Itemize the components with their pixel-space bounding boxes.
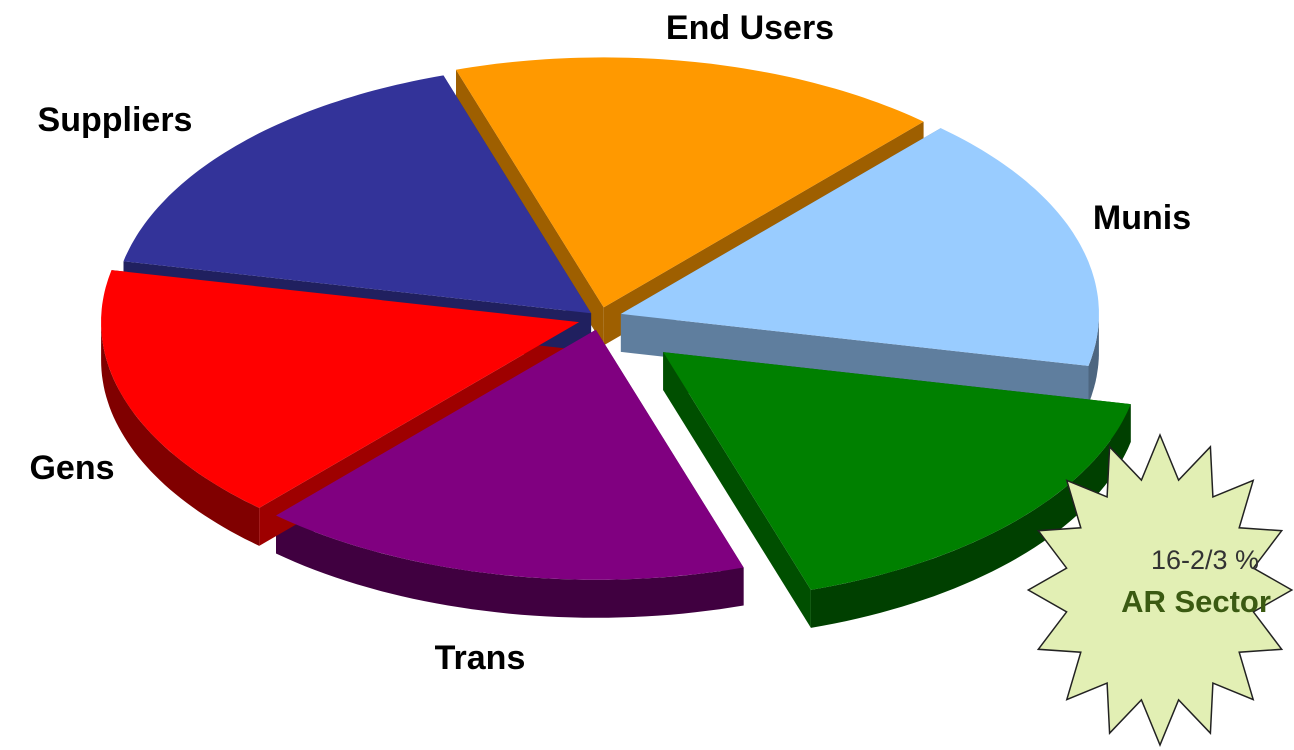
annotation-value: 16-2/3 % [1151, 545, 1259, 575]
slice [123, 75, 592, 314]
slice-side [101, 322, 260, 546]
slice [663, 352, 1131, 590]
slice-side [276, 515, 744, 618]
labels: End Users Munis Trans Gens Suppliers [29, 9, 1191, 677]
category-label: Trans [435, 639, 526, 677]
slice-wall [663, 352, 811, 628]
category-label: Gens [29, 449, 114, 487]
category-label: End Users [666, 9, 834, 47]
slice [456, 57, 924, 308]
starburst [1026, 433, 1294, 747]
category-label: Suppliers [38, 101, 193, 139]
slice-side [1088, 313, 1099, 404]
slice-wall [620, 313, 1089, 404]
pie-tops [101, 57, 1131, 590]
annotation-label: AR Sector [1121, 584, 1271, 619]
category-label: Munis [1093, 199, 1191, 237]
slice [101, 270, 580, 508]
slice [620, 128, 1099, 366]
slice [276, 329, 744, 580]
